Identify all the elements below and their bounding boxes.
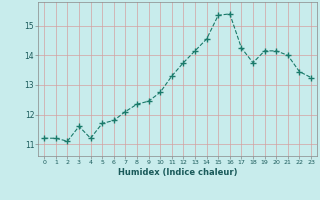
- X-axis label: Humidex (Indice chaleur): Humidex (Indice chaleur): [118, 168, 237, 177]
